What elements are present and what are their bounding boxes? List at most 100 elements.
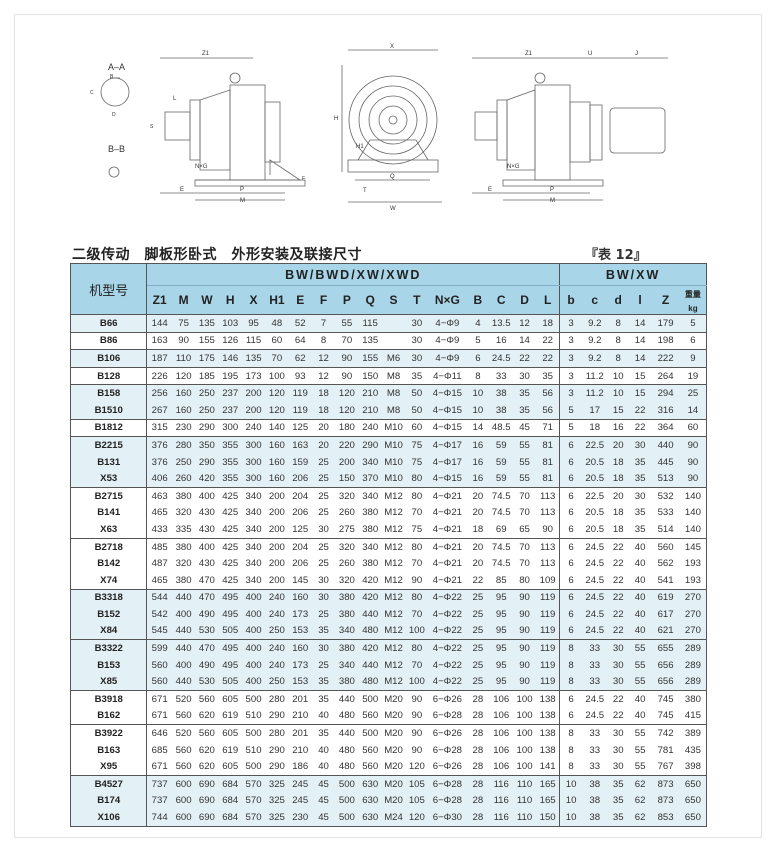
value-cell: 256 (146, 384, 172, 402)
value-cell: 110 (512, 792, 537, 810)
value-cell: 18 (612, 523, 624, 535)
value-cell (381, 331, 406, 350)
label-b: B (110, 74, 114, 80)
value-cell: 90 (512, 622, 537, 640)
value-cell: 420 (362, 574, 379, 586)
value-cell: 25 (311, 656, 336, 674)
table-row: B2718 485 380 400 425 340 200 204 25 320 340 M12 80 4… (70, 537, 707, 556)
value-cell: 28 (466, 792, 490, 810)
value-cell: 440 (651, 436, 680, 454)
value-cell: 500 (335, 775, 359, 793)
value-cell: 340 (245, 558, 262, 570)
value-cell: 25 (466, 622, 490, 640)
value-cell: 290 (268, 761, 285, 773)
value-cell: 6 (559, 606, 583, 623)
model-cell: X95 (70, 758, 148, 776)
value-cell: 599 (146, 639, 172, 657)
value-cell: 267 (146, 401, 172, 420)
value-cell: 335 (175, 523, 192, 535)
value-cell: 24.5 (489, 349, 513, 368)
value-cell: 355 (218, 470, 242, 488)
label-j: J (635, 51, 638, 57)
model-cell: B1812 (70, 418, 148, 437)
value-cell: 630 (358, 792, 382, 810)
value-cell: 605 (218, 690, 242, 708)
label-m: M (550, 198, 555, 204)
value-cell: 206 (292, 558, 309, 570)
value-cell: 8 (466, 366, 490, 385)
value-cell: 74.5 (489, 537, 513, 556)
value-cell: 28 (466, 724, 490, 742)
value-cell: 135 (195, 314, 219, 333)
value-cell: 9.2 (582, 314, 608, 333)
model-cell: B1510 (70, 401, 148, 420)
value-cell: 600 (171, 809, 196, 827)
value-cell: 8 (568, 744, 574, 756)
model-cell: B2718 (70, 537, 148, 556)
value-cell: 140 (265, 418, 289, 437)
value-cell: 145 (679, 537, 707, 556)
value-cell: 289 (679, 639, 707, 657)
value-cell: 38 (489, 401, 513, 420)
value-cell: 210 (358, 401, 382, 420)
value-cell: 570 (241, 775, 266, 793)
value-cell: 355 (218, 453, 242, 471)
value-cell: 510 (245, 744, 262, 756)
value-cell: 119 (536, 622, 561, 640)
value-cell: 560 (362, 710, 379, 722)
label-m: M (240, 198, 245, 204)
value-cell: 400 (171, 656, 196, 674)
value-cell: 90 (512, 673, 537, 691)
value-cell: 3 (559, 331, 583, 350)
value-cell: 7 (311, 314, 336, 333)
value-cell: 95 (489, 606, 513, 623)
value-cell: 22 (536, 349, 561, 368)
page-title: 二级传动 脚板形卧式 外形安装及联接尺寸 (72, 247, 362, 263)
table-row: X53 406 260 420 355 300 160 206 25 150 370 M10 80 4−Φ… (70, 470, 707, 488)
value-cell: 25 (466, 656, 490, 674)
value-cell: 690 (195, 809, 219, 827)
value-cell: 11.2 (582, 366, 608, 385)
value-cell: 480 (338, 744, 355, 756)
label-e: E (488, 187, 492, 193)
value-cell: 81 (536, 436, 561, 454)
value-cell: 440 (171, 588, 196, 607)
value-cell: 45 (311, 809, 336, 827)
value-cell: 40 (318, 710, 329, 722)
value-cell: 74.5 (489, 486, 513, 505)
column-header-d-2: d (607, 285, 629, 315)
value-cell: 11.2 (582, 384, 608, 402)
value-cell: 230 (288, 809, 312, 827)
value-cell: 376 (146, 453, 172, 471)
column-header-x: X (241, 285, 266, 315)
value-cell: 75 (411, 523, 423, 535)
label-h1: H1 (356, 144, 364, 150)
value-cell: 4−Φ22 (428, 639, 467, 657)
value-cell: 621 (651, 622, 680, 640)
value-cell: 620 (198, 710, 215, 722)
value-cell: 9.2 (582, 331, 608, 350)
value-cell: 22 (607, 622, 629, 640)
value-cell: M8 (381, 366, 406, 385)
value-cell: 201 (288, 690, 312, 708)
value-cell: 6−Φ26 (428, 724, 467, 742)
value-cell: 30 (612, 744, 624, 756)
model-cell: B153 (70, 656, 148, 674)
value-cell: 95 (489, 588, 513, 607)
value-cell: 10 (607, 384, 629, 402)
value-cell: 490 (195, 606, 219, 623)
value-cell: 25 (466, 606, 490, 623)
value-cell: 15 (628, 366, 652, 385)
table-row: B131 376 250 290 355 300 160 159 25 200 340 M10 75 4−… (70, 453, 707, 471)
table-row: X85 560 440 530 505 400 250 153 35 380 480 M12 100 4−… (70, 673, 707, 691)
value-cell: 320 (175, 558, 192, 570)
value-cell: 690 (195, 775, 219, 793)
label-nxg: N×G (507, 164, 520, 170)
value-cell: 671 (151, 710, 168, 722)
value-cell: 25 (311, 470, 336, 488)
value-cell: 684 (218, 775, 242, 793)
value-cell: 25 (466, 673, 490, 691)
table-row: B152 542 400 490 495 400 240 173 25 380 440 M12 70 4−… (70, 606, 707, 623)
weight-unit: kg (688, 304, 698, 313)
value-cell: 14 (466, 418, 490, 437)
